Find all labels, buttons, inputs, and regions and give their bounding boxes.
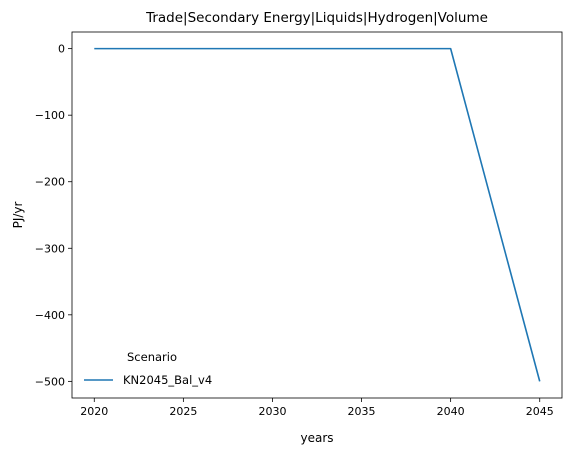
y-tick-label: −400 <box>35 309 65 322</box>
x-tick-label: 2035 <box>348 405 376 418</box>
x-tick-label: 2045 <box>526 405 554 418</box>
y-tick-label: −100 <box>35 109 65 122</box>
y-tick-label: 0 <box>58 43 65 56</box>
x-tick-label: 2030 <box>258 405 286 418</box>
chart-title: Trade|Secondary Energy|Liquids|Hydrogen|… <box>145 10 488 26</box>
x-tick-label: 2020 <box>80 405 108 418</box>
y-axis: 0 −100 −200 −300 −400 −500 <box>35 43 72 388</box>
y-tick-label: −200 <box>35 176 65 189</box>
y-tick-label: −300 <box>35 242 65 255</box>
x-tick-label: 2040 <box>437 405 465 418</box>
y-tick-label: −500 <box>35 375 65 388</box>
x-axis-label: years <box>300 431 333 445</box>
plot-frame <box>71 31 563 399</box>
legend-title: Scenario <box>127 350 177 364</box>
legend-entry-label: KN2045_Bal_v4 <box>123 373 212 387</box>
x-tick-label: 2025 <box>169 405 197 418</box>
x-axis: 2020 2025 2030 2035 2040 2045 <box>80 398 554 418</box>
series-layer <box>94 47 541 382</box>
legend: Scenario KN2045_Bal_v4 <box>84 350 212 387</box>
y-axis-label: PJ/yr <box>11 202 25 229</box>
series-line <box>94 47 541 382</box>
